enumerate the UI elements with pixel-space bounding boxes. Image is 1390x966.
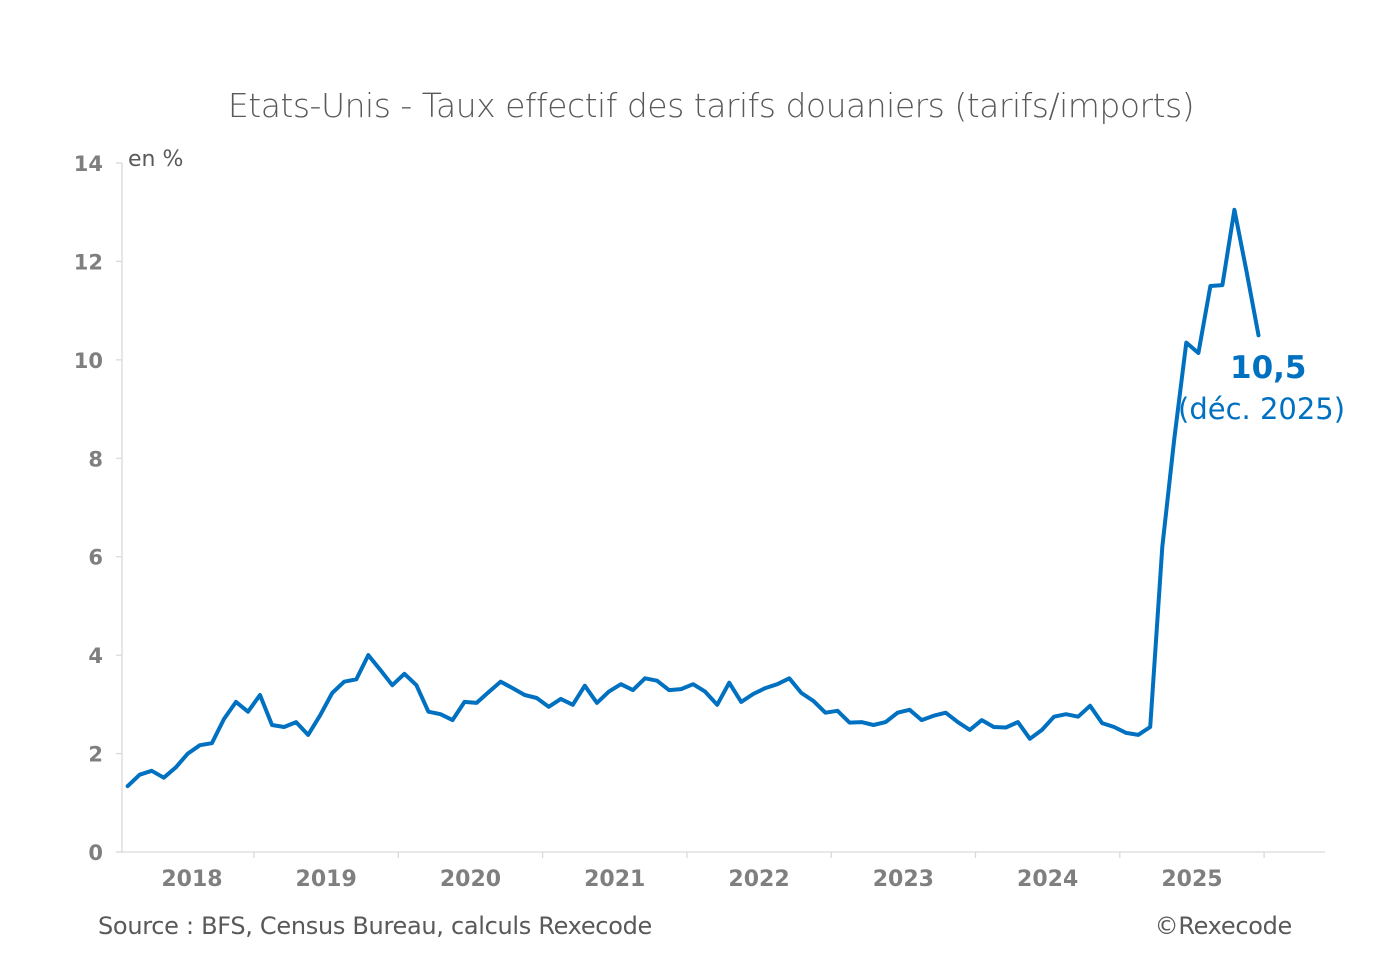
x-tick-label: 2019: [296, 867, 357, 892]
x-tick-label: 2023: [873, 867, 934, 892]
y-tick-label: 12: [74, 250, 103, 274]
y-tick-label: 6: [88, 546, 103, 570]
last-value-annotation: 10,5: [1230, 350, 1307, 386]
x-tick-label: 2018: [161, 867, 222, 892]
y-tick-label: 4: [88, 644, 103, 668]
x-tick-label: 2024: [1017, 867, 1078, 892]
y-tick-label: 2: [88, 743, 103, 767]
y-tick-label: 8: [88, 447, 103, 471]
last-date-annotation: (déc. 2025): [1178, 392, 1346, 426]
y-tick-label: 10: [74, 349, 103, 373]
y-tick-label: 0: [88, 841, 103, 865]
copyright-note: ©Rexecode: [1154, 912, 1293, 940]
x-tick-label: 2021: [584, 867, 645, 892]
x-tick-label: 2025: [1161, 867, 1222, 892]
y-axis: 0 2 4 6 8 10 12 14: [74, 152, 123, 865]
tariff-rate-line: [125, 207, 1261, 789]
source-note: Source : BFS, Census Bureau, calculs Rex…: [98, 912, 652, 940]
y-axis-unit-label: en %: [128, 147, 184, 172]
x-axis: 2018 2019 2020 2021 2022 2023 2024 2025: [116, 851, 1325, 892]
chart-title: Etats-Unis - Taux effectif des tarifs do…: [227, 86, 1195, 125]
x-tick-label: 2020: [440, 867, 501, 892]
x-tick-label: 2022: [728, 867, 789, 892]
y-tick-label: 14: [74, 152, 103, 176]
